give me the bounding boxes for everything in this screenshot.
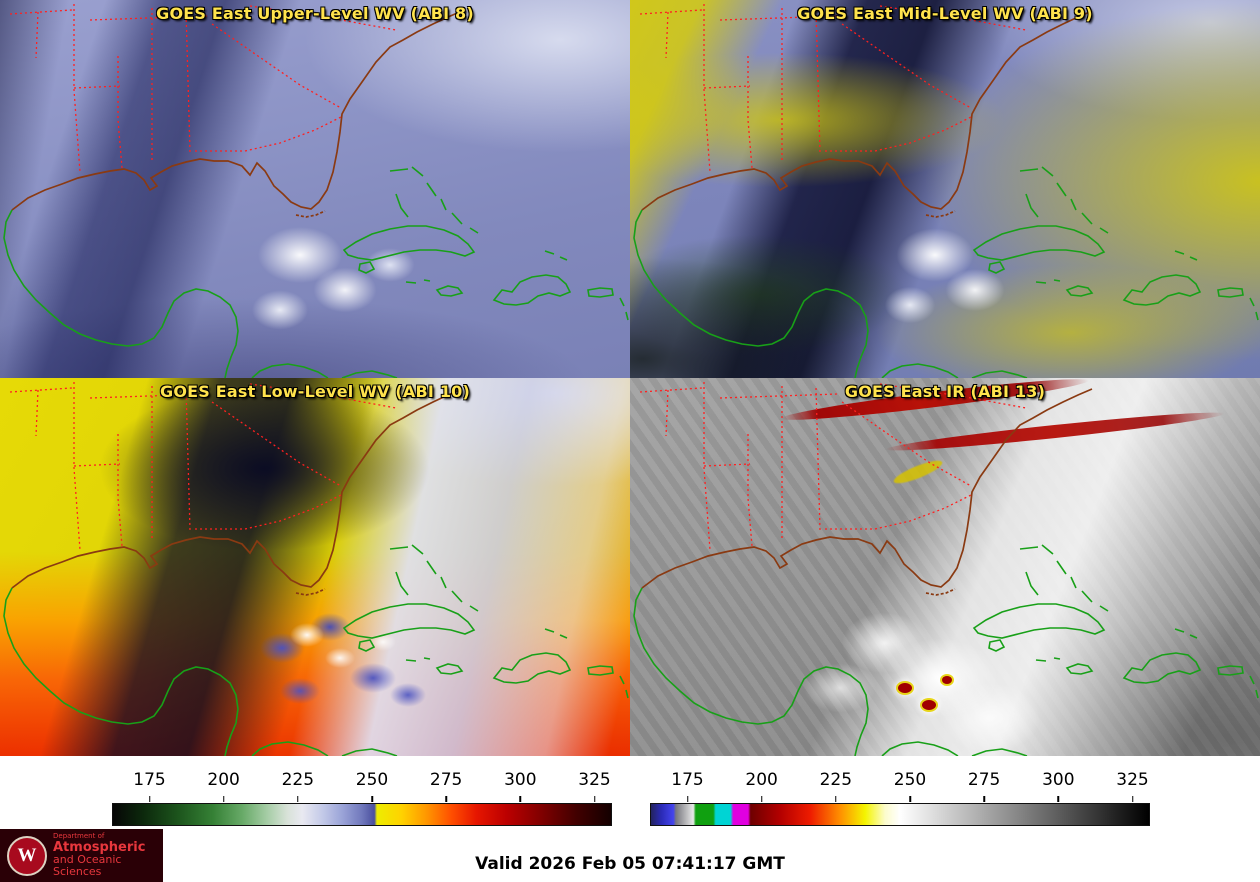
panel-title-ir: GOES East IR (ABI 13) (844, 382, 1046, 401)
tick-mark (686, 796, 689, 802)
tick-mark (593, 796, 596, 802)
panel-title-low-wv: GOES East Low-Level WV (ABI 10) (159, 382, 470, 401)
panel-mid-level-wv: GOES East Mid-Level WV (ABI 9) (630, 0, 1260, 378)
tick-mark (148, 796, 151, 802)
uw-aos-logo: W Department of Atmospheric and Oceanic … (0, 829, 163, 882)
tick-mark (519, 796, 522, 802)
ir-overshooting-top (898, 683, 912, 693)
wv-colorbar: 175 200 225 250 275 300 325 (112, 770, 612, 836)
tick-label: 225 (281, 770, 315, 790)
tick-label: 325 (1116, 770, 1149, 790)
tick-label: 250 (893, 770, 927, 790)
satellite-panel-grid: GOES East Upper-Level WV (ABI 8) GOES Ea… (0, 0, 1260, 756)
logo-oceanic-sciences: and Oceanic Sciences (53, 853, 122, 878)
tick-mark (445, 796, 447, 802)
tick-label: 275 (429, 770, 463, 790)
tick-label: 225 (819, 770, 853, 790)
logo-department-of: Department of (53, 832, 105, 841)
low-wv-convection-speckles (230, 593, 450, 743)
tick-label: 300 (504, 770, 537, 790)
tick-label: 325 (578, 770, 611, 790)
tick-label: 250 (355, 770, 389, 790)
ir-colorbar: 175 200 225 250 275 300 325 (650, 770, 1150, 836)
ir-cold-cloud-streak (885, 407, 1225, 456)
tick-mark (909, 796, 911, 802)
tick-mark (222, 796, 225, 802)
uw-aos-logo-text: Department of Atmospheric and Oceanic Sc… (53, 832, 163, 878)
tick-mark (297, 796, 299, 802)
tick-label: 200 (745, 770, 778, 790)
tick-label: 200 (207, 770, 240, 790)
ir-overshooting-top (922, 700, 936, 710)
tick-mark (983, 796, 985, 802)
tick-label: 275 (967, 770, 1001, 790)
panel-upper-level-wv: GOES East Upper-Level WV (ABI 8) (0, 0, 630, 378)
ir-colorbar-gradient (650, 803, 1150, 826)
wv-colorbar-gradient (112, 803, 612, 826)
panel-ir: GOES East IR (ABI 13) (630, 378, 1260, 756)
uw-crest-icon: W (7, 835, 47, 876)
wv-colorbar-tick-marks (112, 796, 612, 803)
tick-label: 175 (671, 770, 704, 790)
map-overlay (3, 3, 629, 378)
wv-colorbar-tick-labels: 175 200 225 250 275 300 325 (112, 770, 612, 796)
ir-colorbar-tick-marks (650, 796, 1150, 803)
tick-mark (760, 796, 763, 802)
valid-time-text: Valid 2026 Feb 05 07:41:17 GMT (475, 854, 785, 874)
tick-label: 300 (1042, 770, 1075, 790)
ir-colorbar-tick-labels: 175 200 225 250 275 300 325 (650, 770, 1150, 796)
map-overlay (633, 381, 1259, 756)
panel-title-mid-wv: GOES East Mid-Level WV (ABI 9) (797, 4, 1093, 23)
panel-title-upper-wv: GOES East Upper-Level WV (ABI 8) (156, 4, 474, 23)
tick-label: 175 (133, 770, 166, 790)
colorbar-footer-strip: 175 200 225 250 275 300 325 175 (0, 756, 1260, 882)
tick-mark (835, 796, 837, 802)
map-overlay (633, 3, 1259, 378)
logo-atmospheric: Atmospheric (53, 839, 146, 855)
tick-mark (1057, 796, 1060, 802)
ir-overshooting-top (942, 676, 952, 684)
tick-mark (371, 796, 373, 802)
tick-mark (1131, 796, 1134, 802)
ir-cold-patch (891, 456, 945, 488)
panel-low-level-wv: GOES East Low-Level WV (ABI 10) (0, 378, 630, 756)
